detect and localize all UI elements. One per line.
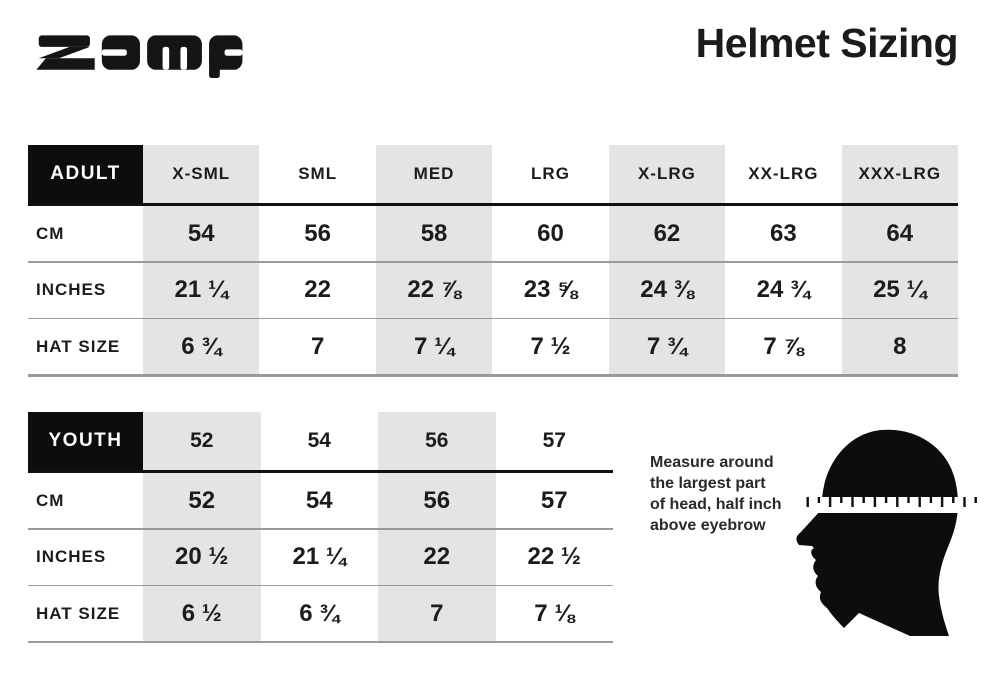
- youth-size-table: YOUTH 52 54 56 57 CM 52 54 56 57 INCHES 20 ½ 21 ¼ 22 2…: [28, 412, 613, 643]
- tape-tick-marks: [806, 497, 977, 507]
- table-bottom-rule: [28, 374, 958, 377]
- table-cell: 6 ¾: [299, 599, 340, 627]
- table-cell: 56: [304, 219, 331, 247]
- table-cell: 6 ¾: [143, 319, 260, 374]
- table-cell: 21 ¼: [143, 262, 260, 318]
- table-cell: 7 ⅛: [534, 599, 575, 627]
- table-cell: 22: [304, 276, 331, 303]
- column-header: XXX-LRG: [841, 145, 958, 203]
- measuring-tape-band: [802, 497, 984, 513]
- table-cell: 7 ¾: [608, 319, 726, 374]
- table-cell: 22 ½: [527, 543, 581, 570]
- table-corner-label: ADULT: [28, 145, 143, 203]
- column-header: LRG: [531, 164, 570, 183]
- table-cell: 56: [378, 473, 496, 528]
- zamp-logo-icon: [36, 35, 243, 78]
- table-cell: 6 ½: [143, 586, 261, 641]
- table-cell: 24 ⅜: [608, 262, 726, 318]
- measure-instructions: Measure around the largest part of head,…: [650, 454, 782, 534]
- table-cell: 63: [770, 219, 797, 247]
- table-cell: 7: [310, 332, 325, 360]
- column-header: XX-LRG: [748, 164, 819, 183]
- row-label: HAT SIZE: [36, 603, 121, 623]
- column-header: SML: [298, 164, 338, 183]
- table-cell: 20 ½: [143, 529, 261, 585]
- head-profile-icon: [796, 429, 984, 636]
- table-cell: 52: [143, 473, 261, 528]
- row-separator: [28, 584, 613, 586]
- table-cell: 25 ¼: [841, 262, 958, 318]
- table-cell: 62: [608, 206, 726, 261]
- column-header: 56: [378, 412, 496, 470]
- table-cell: 23 ⅝: [523, 276, 578, 303]
- table-cell: 64: [841, 206, 958, 261]
- row-separator: [28, 317, 958, 319]
- table-cell: 54: [305, 486, 333, 514]
- row-label: CM: [36, 223, 65, 243]
- row-label: INCHES: [36, 547, 107, 566]
- table-cell: 7: [378, 586, 496, 641]
- row-label: HAT SIZE: [36, 336, 121, 356]
- table-cell: 54: [143, 206, 260, 261]
- row-label: INCHES: [36, 280, 107, 299]
- head-measurement-figure: [795, 424, 990, 664]
- table-cell: 22: [378, 529, 496, 585]
- table-cell: 7 ¼: [375, 319, 493, 374]
- table-cell: 60: [537, 219, 564, 247]
- column-header: X-LRG: [608, 145, 726, 203]
- row-label: CM: [36, 490, 65, 510]
- table-cell: 22 ⅞: [375, 262, 493, 318]
- table-cell: 7 ⅞: [763, 332, 804, 360]
- table-cell: 24 ¾: [756, 276, 811, 303]
- page-title: Helmet Sizing: [695, 20, 959, 66]
- table-cell: 8: [841, 319, 958, 374]
- column-header: 54: [307, 429, 331, 452]
- table-cell: 57: [540, 486, 568, 514]
- column-header: 57: [542, 429, 566, 452]
- table-bottom-rule: [28, 641, 613, 643]
- column-header: MED: [375, 145, 493, 203]
- header-underline: [28, 203, 958, 206]
- header-underline: [28, 470, 613, 473]
- table-cell: 7 ½: [530, 332, 571, 360]
- table-corner-label: YOUTH: [28, 412, 143, 470]
- table-cell: 21 ¼: [292, 543, 346, 570]
- column-header: 52: [143, 412, 261, 470]
- column-header: X-SML: [143, 145, 260, 203]
- table-cell: 58: [375, 206, 493, 261]
- row-separator: [28, 528, 613, 530]
- adult-size-table: ADULT X-SML SML MED LRG X-LRG XX-LRG XXX-LRG CM 5…: [28, 145, 958, 377]
- row-separator: [28, 261, 958, 263]
